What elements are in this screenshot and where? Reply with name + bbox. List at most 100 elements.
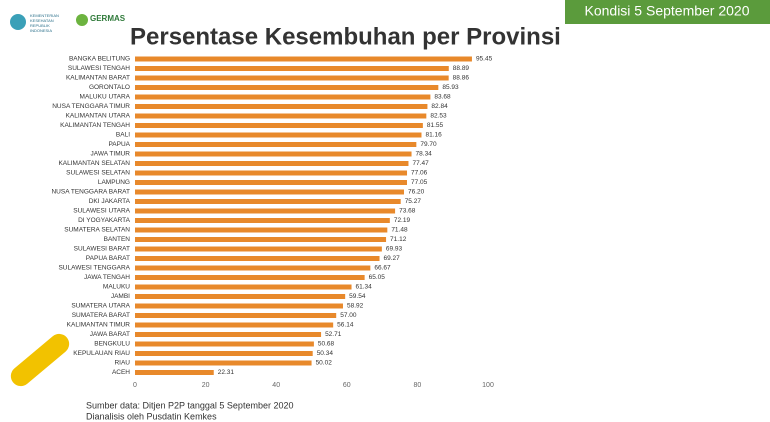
bar [135,275,365,280]
y-tick-label: KALIMANTAN TENGAH [60,122,130,129]
value-label: 81.55 [427,122,444,129]
germas: GERMAS [90,14,126,23]
y-tick-label: PAPUA BARAT [86,255,130,262]
value-label: 72.19 [394,217,411,224]
y-tick-label: PAPUA [108,141,130,148]
value-label: 69.93 [386,246,403,253]
bar [135,218,390,223]
value-label: 73.68 [399,208,416,215]
value-label: 88.86 [453,75,470,82]
x-tick-label: 80 [414,382,422,389]
value-label: 77.06 [411,170,428,177]
bar [135,123,423,128]
value-label: 50.68 [318,341,335,348]
value-label: 57.00 [340,312,357,319]
x-tick-label: 0 [133,382,137,389]
x-tick-label: 20 [202,382,210,389]
chart-title: Persentase Kesembuhan per Provinsi [130,23,561,50]
value-label: 50.02 [316,360,333,367]
value-label: 61.34 [356,284,373,291]
bar [135,227,388,233]
source: Sumber data: Ditjen P2P tanggal 5 Septem… [86,400,293,410]
bar [135,66,449,71]
bar [135,256,380,261]
x-tick-label: 60 [343,382,351,389]
y-tick-label: KEPULAUAN RIAU [73,350,130,357]
logo-text: INDONESIA [30,28,52,33]
tube [10,333,70,387]
decoration [10,333,70,387]
bar [135,85,439,90]
value-label: 78.34 [416,151,433,158]
bar [135,104,428,109]
y-tick-label: NUSA TENGGARA TIMUR [52,103,130,110]
bar [135,246,382,252]
value-label: 95.45 [476,56,493,63]
value-label: 71.48 [391,227,408,234]
value-label: 75.27 [405,198,422,205]
value-label: 85.93 [442,84,459,91]
x-tick-label: 100 [482,382,494,389]
y-tick-label: SULAWESI BARAT [74,246,130,253]
bar [135,303,343,309]
badge-box [565,0,770,24]
bar [135,237,387,242]
bar [135,313,337,318]
y-tick-label: KALIMANTAN BARAT [66,75,130,82]
y-tick-label: ACEH [112,369,130,376]
y-tick-label: JAWA TENGAH [84,274,130,281]
value-label: 88.89 [453,65,470,72]
value-label: 59.54 [349,293,366,300]
value-label: 82.53 [430,113,447,120]
bar [135,199,401,204]
bar [135,332,322,337]
bar [135,322,334,328]
bar [135,284,352,290]
y-tick-label: KALIMANTAN UTARA [66,113,131,120]
bar [135,142,417,147]
value-label: 22.31 [218,369,235,376]
value-label: 76.20 [408,189,425,196]
y-tick-label: SUMATERA UTARA [71,303,130,310]
y-tick-label: BENGKULU [94,341,130,348]
logo-text: REPUBLIK [30,23,50,28]
bar [135,151,412,157]
y-tick-label: JAMBI [111,293,130,300]
logo-text: KEMENTERIAN [30,13,59,18]
bar [135,132,422,138]
bar [135,180,407,185]
value-label: 82.84 [431,103,448,110]
value-label: 83.68 [434,94,451,101]
value-label: 52.71 [325,331,342,338]
y-tick-label: DI YOGYAKARTA [78,217,131,224]
bar [135,56,472,62]
y-tick-label: JAWA TIMUR [91,151,131,158]
logo-text: KESEHATAN [30,18,54,23]
badge: Kondisi 5 September 2020 [585,3,750,19]
y-tick-label: SULAWESI SELATAN [66,170,130,177]
value-label: 77.05 [411,179,428,186]
bar [135,265,371,271]
y-tick-label: LAMPUNG [98,179,130,186]
value-label: 65.05 [369,274,386,281]
bar [135,189,404,195]
y-tick-label: JAWA BARAT [90,331,130,338]
value-label: 56.14 [337,322,354,329]
y-tick-label: DKI JAKARTA [89,198,131,205]
y-tick-label: SULAWESI TENGAH [68,65,130,72]
y-tick-label: SULAWESI TENGGARA [58,265,130,272]
bar [135,161,409,166]
y-tick-label: BANGKA BELITUNG [69,56,130,63]
value-label: 77.47 [412,160,429,167]
bar [135,208,396,214]
bar [135,94,431,100]
y-tick-label: KALIMANTAN TIMUR [67,322,131,329]
value-label: 79.70 [420,141,437,148]
germas-icon [76,14,88,26]
y-tick-label: SUMATERA SELATAN [64,227,130,234]
y-tick-label: RIAU [114,360,130,367]
bar [135,370,214,375]
value-label: 81.16 [425,132,442,139]
y-tick-label: MALUKU UTARA [80,94,131,101]
